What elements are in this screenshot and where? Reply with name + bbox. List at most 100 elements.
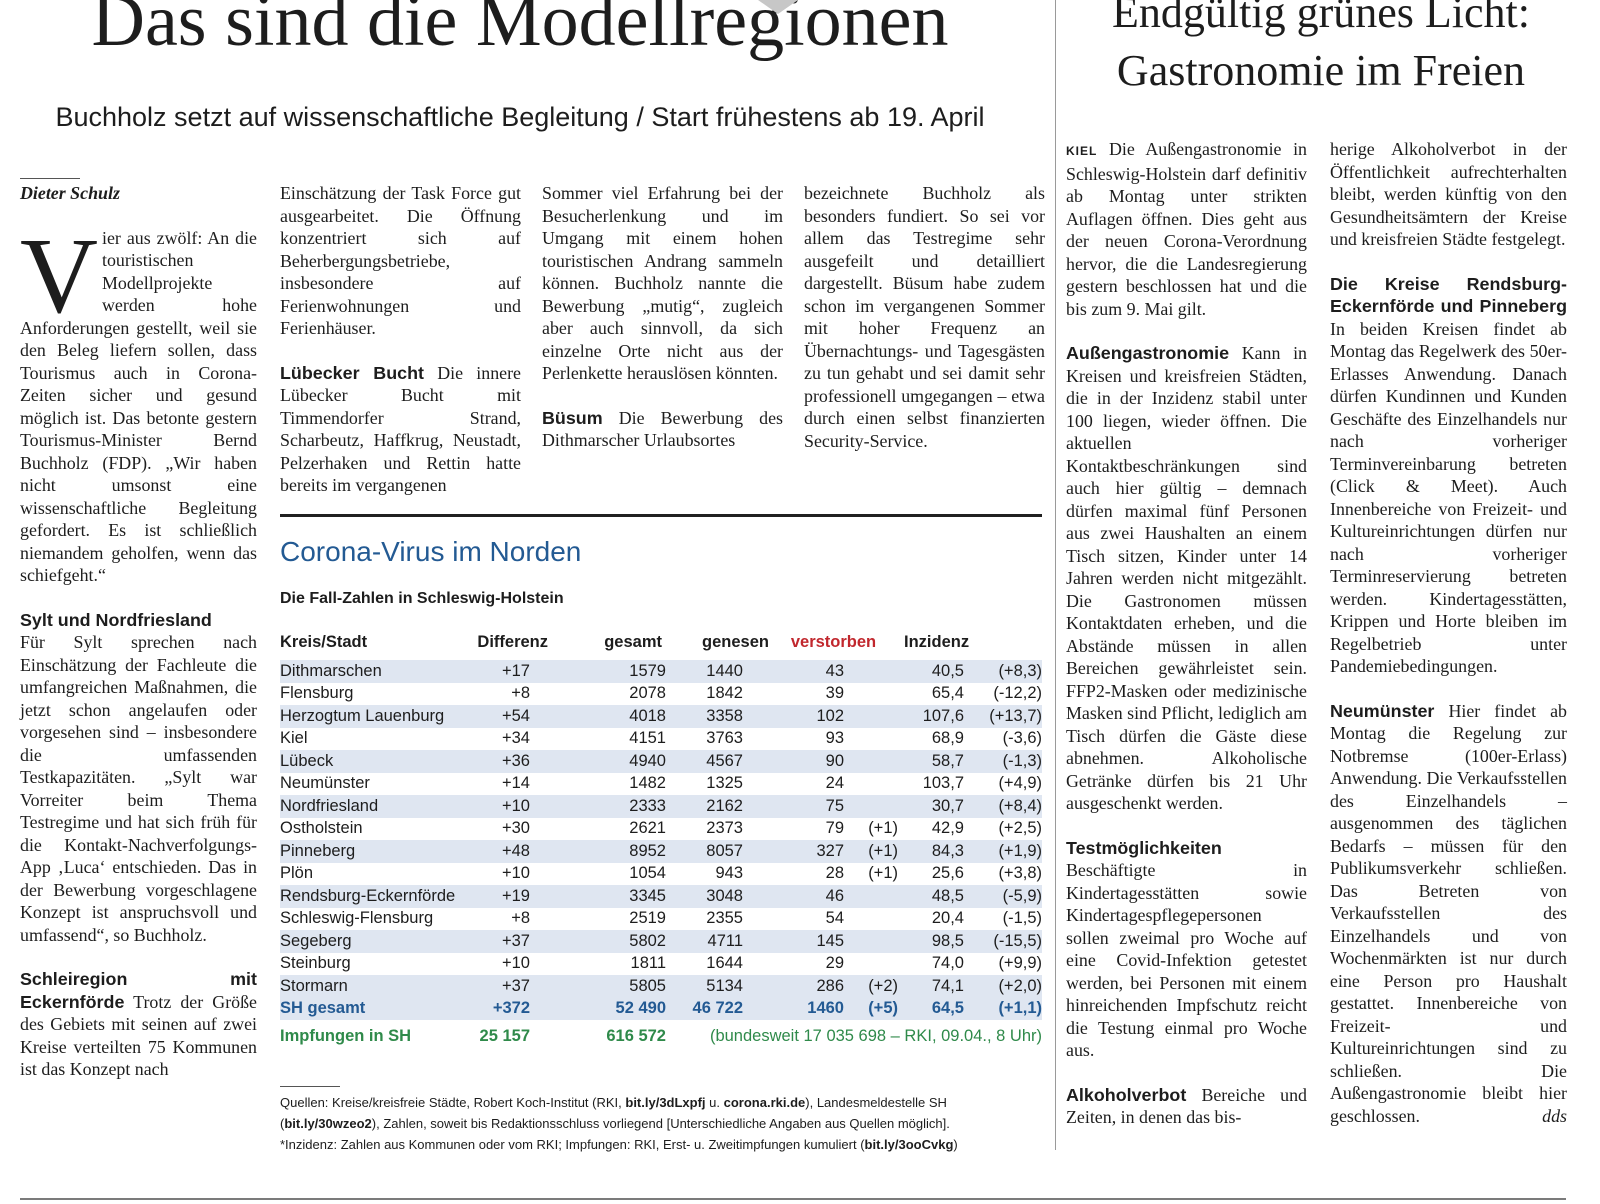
- cell-verstorben: 327: [769, 840, 844, 863]
- section-text-aussengastronomie: Kann in Kreisen und kreisfreien Städten,…: [1066, 343, 1307, 813]
- cell-kreis: Nordfriesland: [280, 795, 470, 818]
- cell-verstorben-diff: (+2): [844, 975, 898, 998]
- cell-inzidenz-diff: (+9,9): [998, 954, 1042, 973]
- cell-genesen: 1842: [706, 684, 743, 703]
- section-neumuenster: Neumünster Hier findet ab Montag die Reg…: [1330, 700, 1567, 1128]
- cell-verstorben-diff: (+1): [868, 819, 898, 838]
- table-row: Segeberg +37 5802 4711 145 98,5 (-15,5): [280, 930, 1042, 953]
- cell-inzidenz-diff: (+1,9): [964, 840, 1042, 863]
- cell-kreis: Steinburg: [280, 954, 351, 973]
- cell-verstorben-diff: [844, 683, 898, 706]
- source-link-landesmeldestelle[interactable]: bit.ly/30wzeo2: [284, 1116, 372, 1131]
- table-row: Plön +10 1054 943 28 (+1) 25,6 (+3,8): [280, 863, 1042, 886]
- source-link-rki[interactable]: bit.ly/3dLxpfj: [625, 1095, 706, 1110]
- cell-verstorben-diff: [844, 705, 898, 728]
- left-column-4: bezeichnete Buchholz als besonders fundi…: [804, 182, 1045, 452]
- cell-inzidenz-diff: (+2,5): [998, 819, 1042, 838]
- cell-verstorben-diff: [844, 795, 898, 818]
- corona-infobox: Corona-Virus im Norden Die Fall-Zahlen i…: [280, 514, 1042, 1154]
- source-link-corona-rki[interactable]: corona.rki.de: [723, 1095, 806, 1110]
- left-column-3: Sommer viel Erfahrung bei der Besucherle…: [542, 182, 783, 452]
- bottom-rule: [20, 1198, 1566, 1200]
- table-total-row: SH gesamt +372 52 490 46 722 1460 (+5) 64,5 (+1…: [280, 997, 1042, 1020]
- cell-gesamt: 2333: [554, 795, 666, 818]
- section-luebeck: Lübecker Bucht Die innere Lübecker Bucht…: [280, 362, 521, 497]
- section-text-alkohol: Bereiche und Zeiten, in denen das bis-: [1066, 1084, 1307, 1128]
- vaccination-row: Impfungen in SH 25 157 616 572 (bundesweit …: [280, 1020, 1042, 1052]
- cell-genesen: 1644: [706, 954, 743, 973]
- section-text-kreise: In beiden Kreisen findet ab Montag das R…: [1330, 318, 1567, 677]
- cell-differenz: +10: [502, 954, 530, 973]
- dropcap: V: [20, 216, 98, 336]
- cell-verstorben: 54: [825, 909, 844, 928]
- section-text-luebeck: Die innere Lübecker Bucht mit Timmendorf…: [280, 362, 521, 496]
- vaccination-note: (bundesweit 17 035 698 – RKI, 09.04., 8 …: [709, 1026, 1042, 1045]
- right-article-headline: Endgültig grünes Licht: Gastronomie im F…: [1112, 0, 1530, 95]
- cell-verstorben-diff: [844, 773, 898, 796]
- cell-inzidenz-diff: (+3,8): [998, 864, 1042, 883]
- cell-gesamt: 1579: [554, 660, 666, 683]
- cell-inzidenz: 74,1: [898, 975, 964, 998]
- cell-inzidenz-diff: (-5,9): [964, 885, 1042, 908]
- sources-text: ), Zahlen, soweit bis Redaktionsschluss …: [371, 1116, 950, 1131]
- cell-differenz: +37: [470, 975, 554, 998]
- table-row: Kiel +34 4151 3763 93 68,9 (-3,6): [280, 728, 1042, 751]
- cell-differenz: +48: [470, 840, 554, 863]
- section-aussengastronomie: Außengastronomie Kann in Kreisen und kre…: [1066, 342, 1307, 815]
- table-row: Neumünster +14 1482 1325 24 103,7 (+4,9): [280, 773, 1042, 796]
- header-inzidenz: Inzidenz: [904, 632, 970, 651]
- cell-differenz: +17: [470, 660, 554, 683]
- section-heading-kreise: Die Kreise Rendsburg-Eckernförde und Pin…: [1330, 273, 1567, 317]
- cell-genesen: 46 722: [666, 997, 769, 1020]
- byline: Dieter Schulz: [20, 183, 120, 203]
- cell-gesamt: 1482: [629, 774, 666, 793]
- section-heading-aussengastronomie: Außengastronomie: [1066, 343, 1230, 363]
- infobox-title: Corona-Virus im Norden: [280, 536, 582, 567]
- cell-verstorben-diff: [844, 885, 898, 908]
- cell-inzidenz: 68,9: [931, 729, 964, 748]
- cell-inzidenz-diff: (+13,7): [964, 705, 1042, 728]
- left-column-2: Einschätzung der Task Force gut ausgearb…: [280, 182, 521, 497]
- cell-verstorben-diff: [844, 750, 898, 773]
- cell-verstorben: 286: [769, 975, 844, 998]
- section-text-sylt: Für Sylt sprechen nach Einschätzung der …: [20, 632, 257, 945]
- column-divider: [1055, 0, 1056, 1150]
- cell-genesen: 2373: [706, 819, 743, 838]
- cell-verstorben: 29: [825, 954, 844, 973]
- cell-verstorben-diff: (+5): [844, 997, 898, 1020]
- cell-verstorben: 79: [825, 819, 844, 838]
- cell-kreis: Plön: [280, 864, 314, 883]
- section-schlei: Schleiregion mit Eckernförde Trotz der G…: [20, 968, 257, 1081]
- sources-text: ), Landesmeldestelle SH (: [280, 1095, 947, 1131]
- section-text-buesum: Die Bewerbung des Dithmarscher Urlaubsor…: [542, 407, 783, 451]
- cell-verstorben: 102: [769, 705, 844, 728]
- table-row: Flensburg +8 2078 1842 39 65,4 (-12,2): [280, 683, 1042, 706]
- cell-inzidenz-diff: (+4,9): [998, 774, 1042, 793]
- cell-inzidenz: 58,7: [898, 750, 964, 773]
- cell-genesen: 3358: [666, 705, 769, 728]
- table-row: Rendsburg-Eckernförde +19 3345 3048 46 48,5 (-…: [280, 885, 1042, 908]
- signature: dds: [1542, 1106, 1567, 1126]
- cell-gesamt: 52 490: [554, 997, 666, 1020]
- cell-differenz: +30: [502, 819, 530, 838]
- cell-inzidenz-diff: (+2,0): [964, 975, 1042, 998]
- header-genesen: genesen: [702, 632, 769, 651]
- cell-differenz: +37: [470, 930, 554, 953]
- table-row: Schleswig-Flensburg +8 2519 2355 54 20,4 (-1,5…: [280, 908, 1042, 931]
- section-sylt: Sylt und Nordfriesland Für Sylt sprechen …: [20, 609, 257, 947]
- cell-inzidenz: 42,9: [931, 819, 964, 838]
- article-headline: Das sind die Modellregionen: [91, 0, 949, 62]
- cell-differenz: +8: [511, 909, 530, 928]
- cell-verstorben-diff: [844, 908, 898, 931]
- right-col2-text: herige Alkoholverbot in der Öffentlichke…: [1330, 139, 1567, 249]
- cell-verstorben: 90: [769, 750, 844, 773]
- cell-gesamt: 4151: [629, 729, 666, 748]
- incidence-note: ): [953, 1137, 958, 1152]
- cell-verstorben: 93: [825, 729, 844, 748]
- cell-verstorben: 43: [769, 660, 844, 683]
- cell-differenz: +14: [502, 774, 530, 793]
- cell-differenz: +36: [470, 750, 554, 773]
- cell-genesen: 5134: [666, 975, 769, 998]
- source-link-impfungen[interactable]: bit.ly/3ooCvkg: [864, 1137, 954, 1152]
- cell-differenz: +10: [470, 795, 554, 818]
